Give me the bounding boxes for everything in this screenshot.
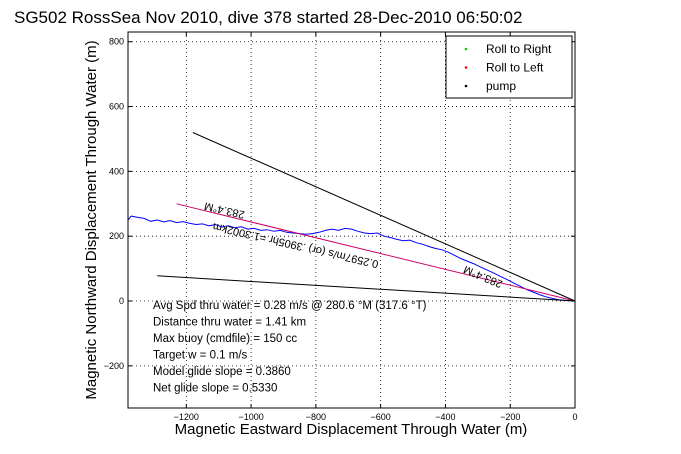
series-line-3 xyxy=(157,275,576,302)
x-tick-label: −600 xyxy=(371,412,391,422)
x-tick-label: −1200 xyxy=(174,412,199,422)
x-tick-label: −1000 xyxy=(238,412,263,422)
y-axis-label: Magnetic Northward Displacement Through … xyxy=(83,40,100,399)
legend-label: Roll to Left xyxy=(486,61,544,75)
legend-marker xyxy=(464,84,468,88)
stats-line: Distance thru water = 1.41 km xyxy=(153,317,306,329)
y-tick-label: 0 xyxy=(119,296,124,306)
chart-title: SG502 RossSea Nov 2010, dive 378 started… xyxy=(14,8,522,27)
x-ticks: −1200 −1000 −800 −600 −400 −200 0 xyxy=(174,32,578,422)
plot-frame xyxy=(127,31,576,409)
x-tick-label: −400 xyxy=(435,412,455,422)
y-tick-label: 200 xyxy=(109,231,124,241)
legend-marker xyxy=(464,66,468,69)
stats-line: Target w = 0.1 m/s xyxy=(153,350,248,362)
legend-label: pump xyxy=(486,79,516,93)
stats-line: Model glide slope = 0.3860 xyxy=(153,366,291,378)
x-tick-label: −800 xyxy=(306,412,326,422)
series-line-2 xyxy=(192,132,576,302)
series-line-1 xyxy=(176,203,576,302)
stats-annotations: Avg Spd thru water = 0.28 m/s @ 280.6 °M… xyxy=(153,300,427,395)
y-tick-label: 800 xyxy=(109,37,124,47)
y-ticks: −200 0 200 400 600 800 xyxy=(104,37,575,371)
series-line-0 xyxy=(127,215,576,302)
series-layer xyxy=(127,132,576,302)
legend: Roll to Right Roll to Left pump xyxy=(445,35,573,99)
x-axis-label: Magnetic Eastward Displacement Through W… xyxy=(175,421,528,438)
stats-line: Net glide slope = 0.5330 xyxy=(153,383,277,395)
stats-line: Avg Spd thru water = 0.28 m/s @ 280.6 °M… xyxy=(153,300,427,312)
y-tick-label: 400 xyxy=(109,166,124,176)
y-tick-label: −200 xyxy=(104,361,124,371)
x-tick-label: 0 xyxy=(572,412,577,422)
x-tick-label: −200 xyxy=(500,412,520,422)
legend-marker xyxy=(464,47,468,51)
stats-line: Max buoy (cmdfile) = 150 cc xyxy=(153,333,297,345)
legend-label: Roll to Right xyxy=(486,42,552,56)
y-tick-label: 600 xyxy=(109,102,124,112)
grid xyxy=(128,32,575,408)
